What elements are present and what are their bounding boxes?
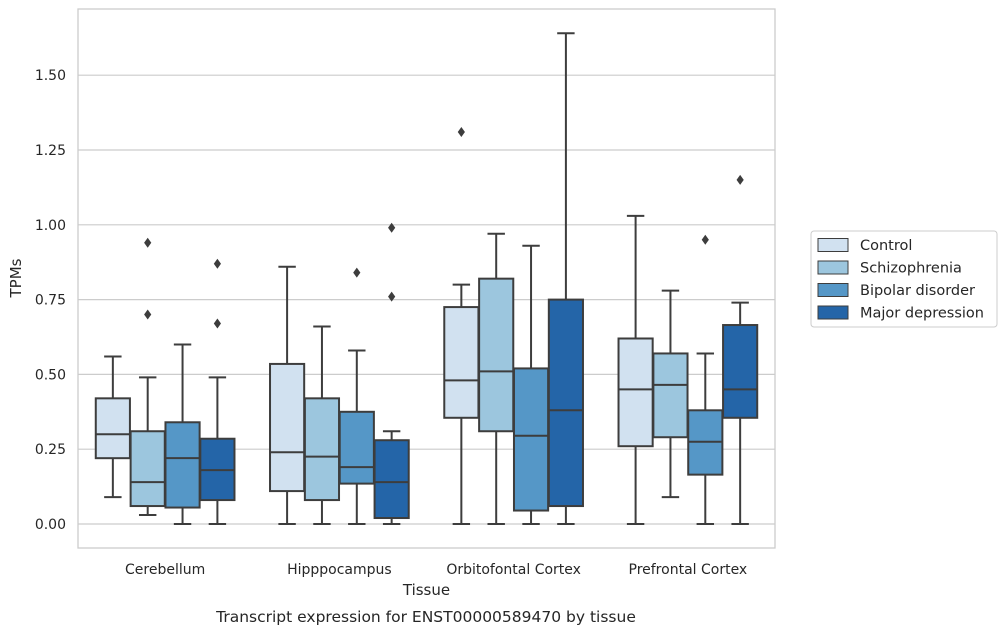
x-tick-label: Hipppocampus	[287, 562, 392, 578]
legend-swatch	[817, 305, 849, 320]
chart-caption: Transcript expression for ENST0000058947…	[215, 608, 636, 626]
outlier-point	[388, 222, 396, 233]
box-group	[652, 289, 689, 499]
box-iqr	[94, 397, 131, 460]
legend-label: Bipolar disorder	[860, 283, 975, 299]
box-group	[722, 174, 759, 525]
x-tick-label: Prefrontal Cortex	[629, 562, 748, 578]
box-group	[617, 214, 654, 525]
legend-frame	[810, 230, 998, 328]
box-group	[547, 32, 584, 525]
boxes	[94, 32, 759, 525]
y-tick-label: 1.50	[35, 68, 66, 84]
box-group	[373, 222, 410, 525]
box-group	[478, 232, 515, 525]
box-group	[269, 265, 306, 525]
y-tick-label: 0.75	[35, 293, 66, 309]
box-group	[199, 258, 236, 525]
y-axis-label: TPMs	[7, 258, 25, 298]
outlier-point	[353, 267, 361, 278]
box-iqr	[129, 430, 166, 508]
legend-item: Bipolar disorder	[817, 283, 975, 299]
box-iqr	[373, 439, 410, 520]
box-iqr	[617, 337, 654, 448]
outlier-point	[701, 234, 709, 245]
legend-label: Major depression	[860, 306, 984, 322]
box-group	[303, 325, 341, 525]
legend-item: Control	[817, 238, 912, 254]
box-iqr	[652, 352, 689, 439]
box-iqr	[443, 306, 480, 419]
box-group	[129, 237, 166, 517]
outlier-point	[388, 291, 396, 302]
box-group	[687, 234, 724, 525]
outlier-point	[213, 318, 221, 329]
box-iqr	[269, 362, 306, 493]
legend-swatch	[817, 283, 849, 297]
box-iqr	[164, 421, 201, 509]
outlier-point	[457, 127, 465, 138]
box-group	[164, 343, 201, 525]
y-tick-label: 0.25	[35, 442, 66, 458]
box-iqr	[722, 324, 759, 419]
y-axis-ticks: 0.00 0.25 0.50 0.75 1.00 1.25 1.50	[35, 68, 66, 533]
outlier-point	[144, 237, 152, 248]
box-group	[94, 355, 131, 499]
outlier-point	[213, 258, 221, 269]
legend-item: Schizophrenia	[817, 260, 962, 277]
box-iqr	[512, 367, 550, 512]
plot-frame	[77, 8, 776, 549]
legend-swatch	[817, 238, 849, 252]
x-axis-label: Tissue	[402, 581, 450, 599]
box-iqr	[478, 277, 515, 433]
box-iqr	[303, 397, 341, 502]
legend-swatch	[817, 260, 849, 275]
legend-label: Schizophrenia	[860, 261, 962, 277]
x-tick-label: Cerebellum	[125, 562, 205, 578]
y-tick-label: 0.00	[35, 517, 66, 533]
y-tick-label: 1.00	[35, 218, 66, 234]
x-axis-ticks: Cerebellum Hipppocampus Orbitofontal Corte…	[125, 562, 747, 578]
outlier-point	[736, 174, 744, 185]
legend: Control Schizophrenia Bipolar disorder Majo…	[810, 230, 998, 328]
y-tick-label: 0.50	[35, 367, 66, 383]
box-iqr	[338, 410, 375, 485]
legend-label: Control	[860, 238, 912, 254]
box-iqr	[547, 298, 584, 508]
y-tick-label: 1.25	[35, 143, 66, 159]
x-tick-label: Orbitofontal Cortex	[446, 562, 581, 578]
box-group	[512, 244, 550, 525]
legend-item: Major depression	[817, 305, 984, 322]
outlier-point	[144, 309, 152, 320]
